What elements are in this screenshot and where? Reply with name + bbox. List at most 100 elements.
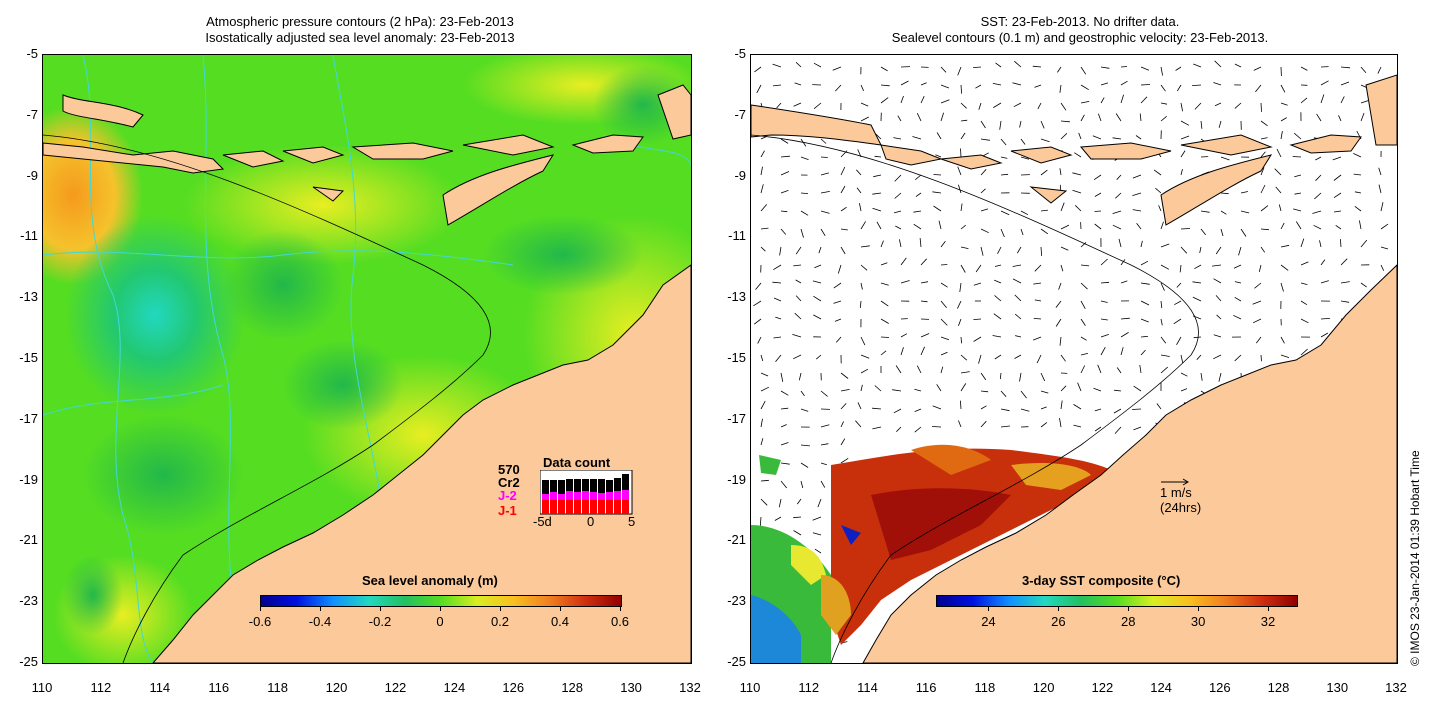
- velocity-arrow: [1278, 204, 1282, 212]
- velocity-arrow: [960, 224, 966, 230]
- velocity-arrow: [780, 462, 790, 465]
- velocity-arrow: [1092, 135, 1102, 140]
- velocity-arrow: [992, 83, 1002, 86]
- data-count-bar: [622, 474, 629, 490]
- velocity-arrow: [1292, 156, 1302, 158]
- velocity-arrow: [1280, 354, 1290, 358]
- lat-tick--15: -15: [727, 350, 746, 365]
- velocity-arrow: [1180, 388, 1188, 392]
- data-count-bar: [566, 491, 573, 500]
- shelf-contour-right: [751, 134, 1199, 663]
- data-count-bar: [542, 494, 549, 500]
- velocity-arrow: [840, 389, 850, 392]
- sea-level-anomaly-map[interactable]: [42, 54, 692, 664]
- velocity-arrow: [1280, 222, 1285, 230]
- anomaly-low-7: [63, 555, 123, 635]
- velocity-arrow: [1180, 372, 1188, 377]
- velocity-arrow: [895, 225, 902, 230]
- velocity-arrow: [1080, 84, 1089, 91]
- velocity-arrow: [1100, 318, 1108, 321]
- velocity-arrow: [1020, 228, 1024, 236]
- velocity-arrow: [840, 185, 846, 194]
- velocity-arrow: [1260, 137, 1268, 140]
- velocity-arrow: [940, 112, 944, 122]
- pressure-contours: [43, 55, 691, 663]
- velocity-arrow: [958, 318, 962, 326]
- velocity-arrow: [920, 346, 925, 356]
- velocity-arrow: [800, 192, 809, 194]
- velocity-arrow: [1160, 243, 1170, 248]
- velocity-arrow: [894, 192, 902, 199]
- velocity-arrow: [1080, 318, 1086, 326]
- velocity-arrow: [919, 238, 922, 248]
- velocity-arrow: [1240, 228, 1247, 237]
- velocity-arrow: [1080, 114, 1085, 122]
- velocity-arrow: [1192, 281, 1202, 284]
- velocity-arrow: [780, 480, 788, 489]
- velocity-arrow: [1260, 246, 1266, 253]
- velocity-arrow: [1160, 336, 1167, 344]
- velocity-arrow: [1060, 120, 1070, 123]
- velocity-arrow: [1335, 224, 1342, 230]
- velocity-arrow: [1338, 115, 1342, 122]
- velocity-arrow: [1193, 63, 1202, 68]
- velocity-arrow: [835, 84, 842, 92]
- lon-tick-114: 114: [857, 680, 878, 695]
- velocity-arrow: [1136, 223, 1142, 230]
- velocity-arrow: [780, 210, 788, 213]
- velocity-arrow: [1140, 66, 1150, 71]
- lat-tick--23: -23: [727, 593, 746, 609]
- velocity-arrow: [1192, 296, 1202, 302]
- velocity-arrow: [1333, 174, 1342, 181]
- velocity-arrow: [760, 150, 765, 158]
- lat-tick--15: -15: [19, 350, 38, 365]
- velocity-arrow: [760, 479, 769, 482]
- data-count-bar: [542, 500, 549, 514]
- velocity-arrow: [994, 295, 1002, 302]
- left-title-line2: Isostatically adjusted sea level anomaly…: [205, 30, 515, 45]
- velocity-arrow: [776, 102, 782, 109]
- velocity-arrow: [1160, 318, 1163, 326]
- velocity-arrow: [760, 386, 770, 392]
- velocity-arrow: [1014, 60, 1022, 68]
- velocity-arrow: [773, 336, 782, 339]
- velocity-arrow: [1115, 113, 1122, 122]
- velocity-arrow: [1194, 264, 1202, 270]
- velocity-arrow: [800, 462, 809, 468]
- velocity-arrow: [893, 210, 902, 214]
- velocity-arrow: [840, 403, 847, 410]
- velocity-arrow: [1120, 259, 1126, 266]
- velocity-arrow: [920, 333, 930, 338]
- velocity-arrow: [1074, 205, 1082, 212]
- colorbar-tick-mark: [440, 606, 441, 611]
- velocity-arrow: [795, 62, 802, 68]
- data-count-label-j2: J-2: [498, 488, 517, 503]
- velocity-arrow: [933, 205, 942, 212]
- velocity-arrow: [753, 300, 762, 307]
- velocity-arrow: [1319, 240, 1322, 248]
- land-australia-right: [862, 264, 1397, 663]
- velocity-arrow: [1153, 169, 1162, 176]
- velocity-arrow: [1175, 66, 1182, 71]
- velocity-arrow: [900, 333, 908, 338]
- velocity-arrow: [960, 102, 967, 109]
- velocity-arrow: [1132, 192, 1142, 196]
- lon-tick-124: 124: [443, 680, 466, 695]
- velocity-arrow: [1060, 133, 1068, 140]
- velocity-arrow: [1139, 113, 1142, 122]
- velocity-arrow: [1300, 66, 1308, 71]
- velocity-arrow: [973, 66, 982, 68]
- velocity-arrow: [1260, 120, 1268, 127]
- velocity-arrow: [872, 407, 882, 410]
- velocity-arrow: [880, 300, 889, 307]
- lon-tick-116: 116: [915, 680, 937, 695]
- velocity-arrow: [1120, 80, 1128, 86]
- velocity-arrow: [1275, 186, 1282, 194]
- velocity-arrow: [1094, 426, 1102, 432]
- data-count-tick-5: 5: [628, 514, 636, 529]
- colorbar-tick-28: 28: [1120, 614, 1136, 629]
- velocity-arrow: [980, 188, 986, 194]
- velocity-arrow: [813, 62, 822, 68]
- sst-velocity-map[interactable]: [750, 54, 1398, 664]
- velocity-arrow: [1058, 282, 1062, 290]
